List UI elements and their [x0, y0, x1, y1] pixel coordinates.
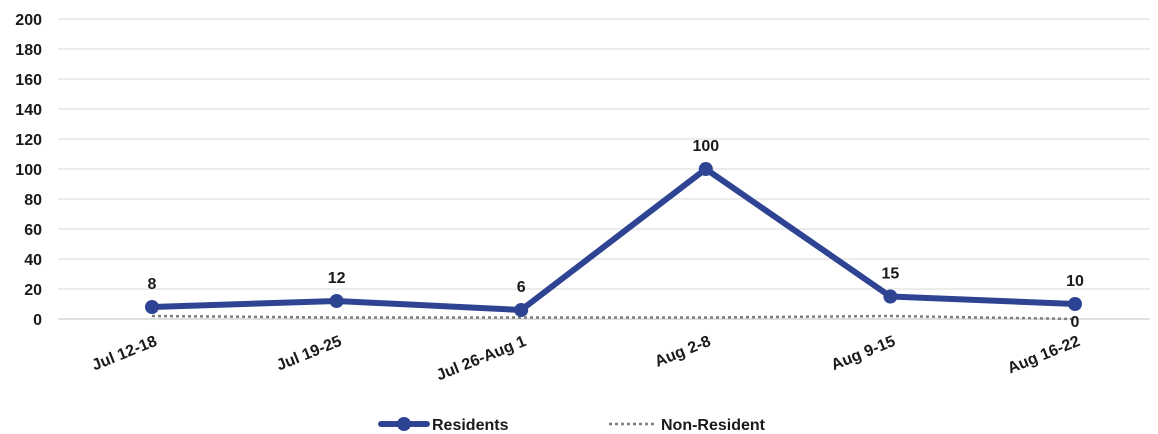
- y-tick-label: 40: [24, 252, 42, 269]
- y-tick-label: 20: [24, 282, 42, 299]
- residents-data-label: 6: [517, 279, 526, 296]
- x-tick-label: Jul 12-18: [90, 333, 160, 374]
- y-tick-label: 160: [15, 72, 42, 89]
- series-line-non-resident: [151, 314, 1076, 321]
- residents-data-label: 15: [882, 266, 900, 283]
- y-tick-label: 60: [24, 222, 42, 239]
- x-tick-label: Jul 26-Aug 1: [434, 333, 529, 384]
- residents-data-label: 100: [692, 138, 719, 155]
- non-resident-data-label: 0: [1071, 314, 1080, 331]
- residents-data-label: 12: [328, 270, 346, 287]
- legend-label-residents: Residents: [432, 417, 509, 434]
- residents-point: [329, 294, 344, 308]
- y-tick-label: 200: [15, 12, 42, 29]
- x-tick-label: Jul 19-25: [274, 333, 344, 374]
- y-tick-label: 120: [15, 132, 42, 149]
- residents-point: [698, 162, 713, 176]
- residents-point: [514, 303, 529, 317]
- residents-data-label: 8: [148, 276, 157, 293]
- y-tick-label: 140: [15, 102, 42, 119]
- y-tick-label: 80: [24, 192, 42, 209]
- x-tick-label: Aug 2-8: [653, 333, 714, 371]
- legend-label-non-resident: Non-Resident: [661, 417, 766, 434]
- y-tick-label: 100: [15, 162, 42, 179]
- x-tick-label: Aug 9-15: [829, 333, 898, 374]
- residents-point: [145, 300, 159, 314]
- legend-marker-residents: [397, 417, 411, 431]
- y-tick-label: 0: [33, 312, 42, 329]
- series-line-residents: [149, 166, 1078, 313]
- residents-data-label: 10: [1066, 273, 1084, 290]
- x-tick-label: Aug 16-22: [1005, 333, 1082, 377]
- residents-point: [883, 289, 898, 304]
- y-tick-label: 180: [15, 42, 42, 59]
- residents-point: [1068, 297, 1082, 311]
